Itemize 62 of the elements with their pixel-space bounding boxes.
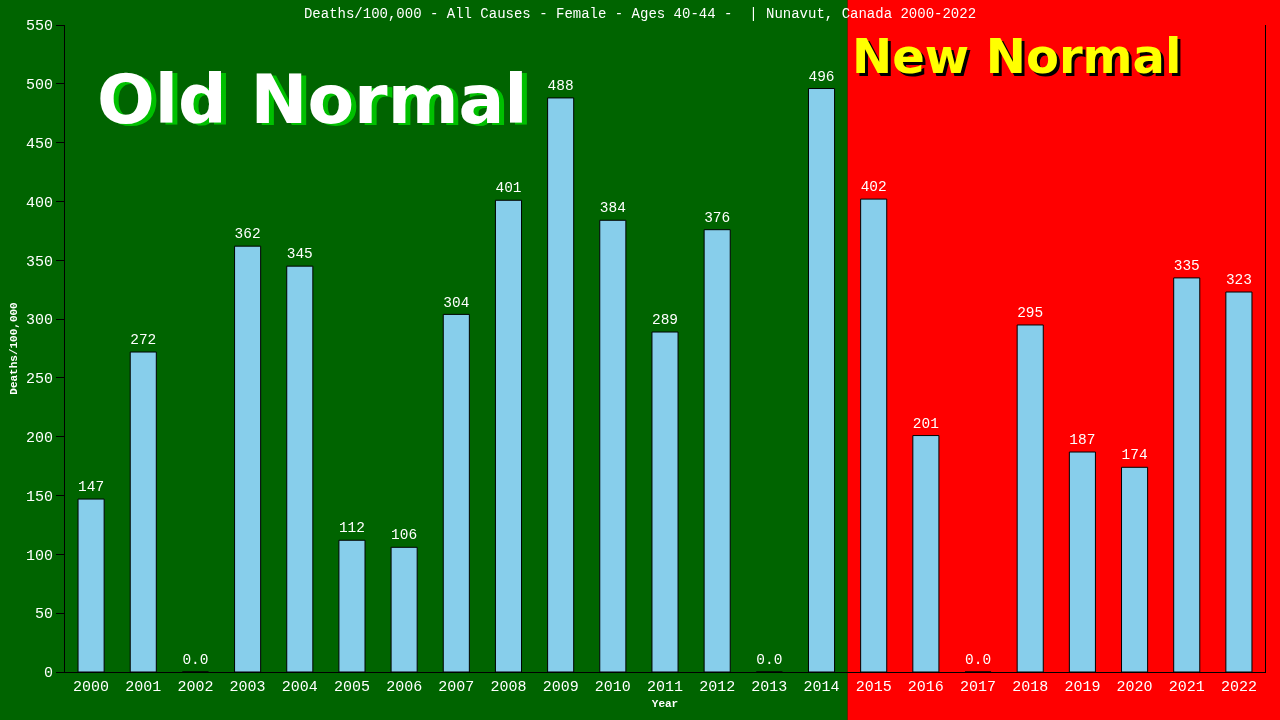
x-tick-label: 2005 [333, 679, 370, 696]
y-tick-label: 500 [25, 77, 53, 95]
data-label: 0.0 [182, 652, 209, 669]
y-tick-label: 50 [34, 606, 53, 624]
y-tick-label: 200 [25, 429, 53, 447]
data-label: 295 [1017, 305, 1044, 322]
data-label: 496 [808, 68, 835, 85]
data-label: 402 [860, 179, 887, 196]
data-label: 384 [599, 200, 626, 217]
y-axis-title: Deaths/100,000 [7, 302, 20, 395]
y-tick-label: 400 [25, 194, 53, 212]
data-label: 345 [286, 246, 313, 263]
x-tick-label: 2009 [542, 679, 579, 696]
y-tick-label: 100 [25, 547, 53, 565]
data-label: 201 [912, 415, 939, 432]
data-label: 376 [704, 209, 731, 226]
x-tick-label: 2019 [1064, 679, 1101, 696]
x-tick-label: 2000 [73, 679, 110, 696]
data-label: 0.0 [965, 652, 992, 669]
x-tick-label: 2003 [229, 679, 266, 696]
data-label: 0.0 [756, 652, 783, 669]
data-label: 323 [1225, 272, 1252, 289]
x-tick-label: 2002 [177, 679, 214, 696]
band-label: New Normal [852, 28, 1182, 84]
x-tick-label: 2016 [907, 679, 944, 696]
y-tick-label: 0 [43, 665, 53, 683]
x-tick-label: 2011 [646, 679, 684, 696]
data-label: 147 [78, 479, 105, 496]
data-label: 401 [495, 180, 522, 197]
y-tick-label: 150 [25, 488, 53, 506]
x-tick-label: 2010 [594, 679, 631, 696]
data-label: 335 [1173, 258, 1200, 275]
x-tick-label: 2006 [386, 679, 423, 696]
data-label: 488 [547, 78, 574, 95]
data-label: 289 [651, 312, 679, 329]
x-tick-label: 2004 [281, 679, 318, 696]
x-tick-label: 2007 [438, 679, 475, 696]
x-tick-label: 2015 [855, 679, 892, 696]
y-tick-label: 450 [25, 135, 53, 153]
data-label: 304 [443, 294, 470, 311]
data-label: 174 [1121, 447, 1148, 464]
band-label: Old Normal [97, 60, 528, 139]
x-axis-title: Year [651, 698, 679, 711]
x-tick-label: 2020 [1116, 679, 1153, 696]
x-tick-label: 2001 [125, 679, 162, 696]
x-tick-label: 2017 [960, 679, 997, 696]
y-tick-label: 250 [25, 371, 53, 389]
data-label: 362 [234, 226, 261, 243]
data-label: 272 [130, 332, 157, 349]
y-tick-label: 550 [25, 18, 53, 36]
x-tick-label: 2021 [1168, 679, 1205, 696]
x-tick-label: 2012 [699, 679, 736, 696]
x-tick-label: 2022 [1220, 679, 1257, 696]
x-tick-label: 2018 [1012, 679, 1049, 696]
data-label: 187 [1069, 432, 1096, 449]
data-label: 106 [391, 527, 418, 544]
x-tick-label: 2008 [490, 679, 527, 696]
x-tick-label: 2013 [751, 679, 788, 696]
data-label: 112 [338, 520, 365, 537]
y-tick-label: 350 [25, 253, 53, 271]
y-tick-label: 300 [25, 312, 53, 330]
x-tick-label: 2014 [803, 679, 840, 696]
